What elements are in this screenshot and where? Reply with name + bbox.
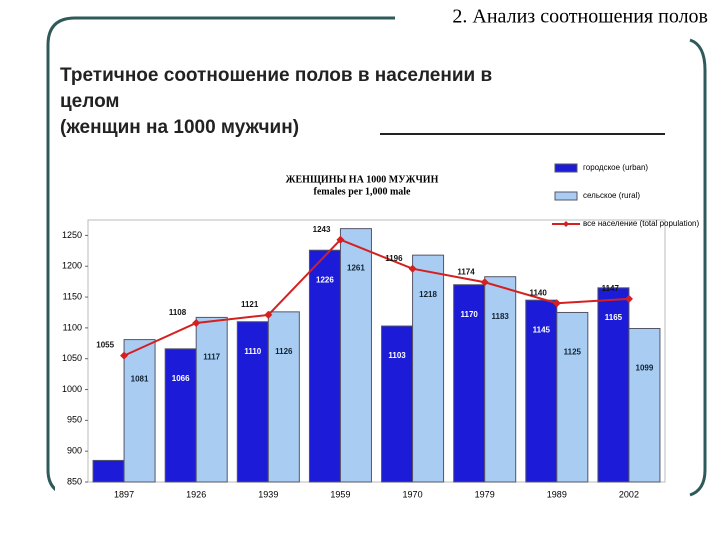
bar xyxy=(412,254,445,483)
marker xyxy=(552,299,561,308)
y-tick-label: 850 xyxy=(67,476,82,486)
line xyxy=(123,238,629,357)
marker xyxy=(264,310,273,319)
value-label: 1174 xyxy=(457,267,475,276)
value-label: 1121 xyxy=(241,300,259,309)
value-label: 1081 xyxy=(131,375,149,384)
header: 2. Анализ соотношения полов xyxy=(452,6,708,28)
value-label: 1261 xyxy=(347,264,365,273)
value-label: 1170 xyxy=(461,310,479,319)
slide-title-line: Третичное соотношение полов в населении … xyxy=(60,65,492,86)
value-label: 1117 xyxy=(203,353,220,362)
legend-label: все население (total population) xyxy=(583,219,699,228)
marker xyxy=(408,264,417,273)
x-tick-label: 1939 xyxy=(258,489,278,499)
bar xyxy=(308,249,341,483)
value-label: 1099 xyxy=(636,364,654,373)
value-label: 1103 xyxy=(388,351,406,360)
plot-area xyxy=(87,219,666,483)
y-tick-label: 1250 xyxy=(62,230,82,240)
bar xyxy=(453,284,486,483)
bar xyxy=(92,459,125,483)
x-tick-label: 1970 xyxy=(403,489,423,499)
bar xyxy=(195,316,228,483)
value-label: 1140 xyxy=(529,288,547,297)
chart-title: ЖЕНЩИНЫ НА 1000 МУЖЧИН xyxy=(286,174,439,185)
x-tick-label: 1959 xyxy=(330,489,350,499)
y-tick-label: 1150 xyxy=(63,291,82,301)
value-label: 885 xyxy=(102,486,116,495)
value-label: 1055 xyxy=(96,341,114,350)
bar xyxy=(597,287,630,483)
legend-swatch xyxy=(554,191,578,201)
y-tick-label: 1000 xyxy=(62,384,82,394)
value-label: 1125 xyxy=(564,348,582,357)
legend-label: сельское (rural) xyxy=(583,191,640,200)
frame-right xyxy=(689,38,707,497)
marker xyxy=(624,294,633,303)
value-label: 1218 xyxy=(419,290,437,299)
value-label: 1147 xyxy=(602,284,620,293)
y-tick-label: 1050 xyxy=(62,353,82,363)
value-label: 1145 xyxy=(533,325,551,334)
bar xyxy=(267,311,300,483)
legend-label: городское (urban) xyxy=(583,163,648,172)
value-label: 1110 xyxy=(244,347,261,356)
y-tick-label: 1100 xyxy=(63,322,82,332)
x-tick-label: 1989 xyxy=(547,489,567,499)
value-label: 1226 xyxy=(316,275,334,284)
x-tick-label: 1926 xyxy=(186,489,206,499)
bar xyxy=(556,311,589,483)
bar xyxy=(123,339,156,483)
bar xyxy=(484,276,517,483)
value-label: 1108 xyxy=(169,308,187,317)
value-label: 1183 xyxy=(492,312,510,321)
bar xyxy=(164,348,197,483)
bar xyxy=(381,325,414,483)
y-tick-label: 900 xyxy=(67,446,82,456)
value-label: 1066 xyxy=(172,374,190,383)
legend-swatch xyxy=(554,163,578,173)
marker xyxy=(336,235,345,244)
value-label: 1165 xyxy=(605,313,623,322)
marker xyxy=(480,278,489,287)
slide-title-line: целом xyxy=(60,91,119,112)
value-label: 1126 xyxy=(275,347,293,356)
bar xyxy=(628,327,661,483)
x-tick-label: 1979 xyxy=(475,489,495,499)
marker xyxy=(120,351,129,360)
y-tick-label: 1200 xyxy=(62,261,82,271)
value-label: 1243 xyxy=(313,225,331,234)
bar xyxy=(236,321,269,483)
chart-subtitle: females per 1,000 male xyxy=(313,186,411,197)
x-tick-label: 1897 xyxy=(114,489,134,499)
slide-title-line: (женщин на 1000 мужчин) xyxy=(60,117,299,138)
y-tick-label: 950 xyxy=(67,415,82,425)
marker xyxy=(192,318,201,327)
value-label: 1196 xyxy=(385,254,403,263)
legend-swatch xyxy=(563,221,569,227)
x-tick-label: 2002 xyxy=(619,489,639,499)
bar xyxy=(339,228,372,483)
